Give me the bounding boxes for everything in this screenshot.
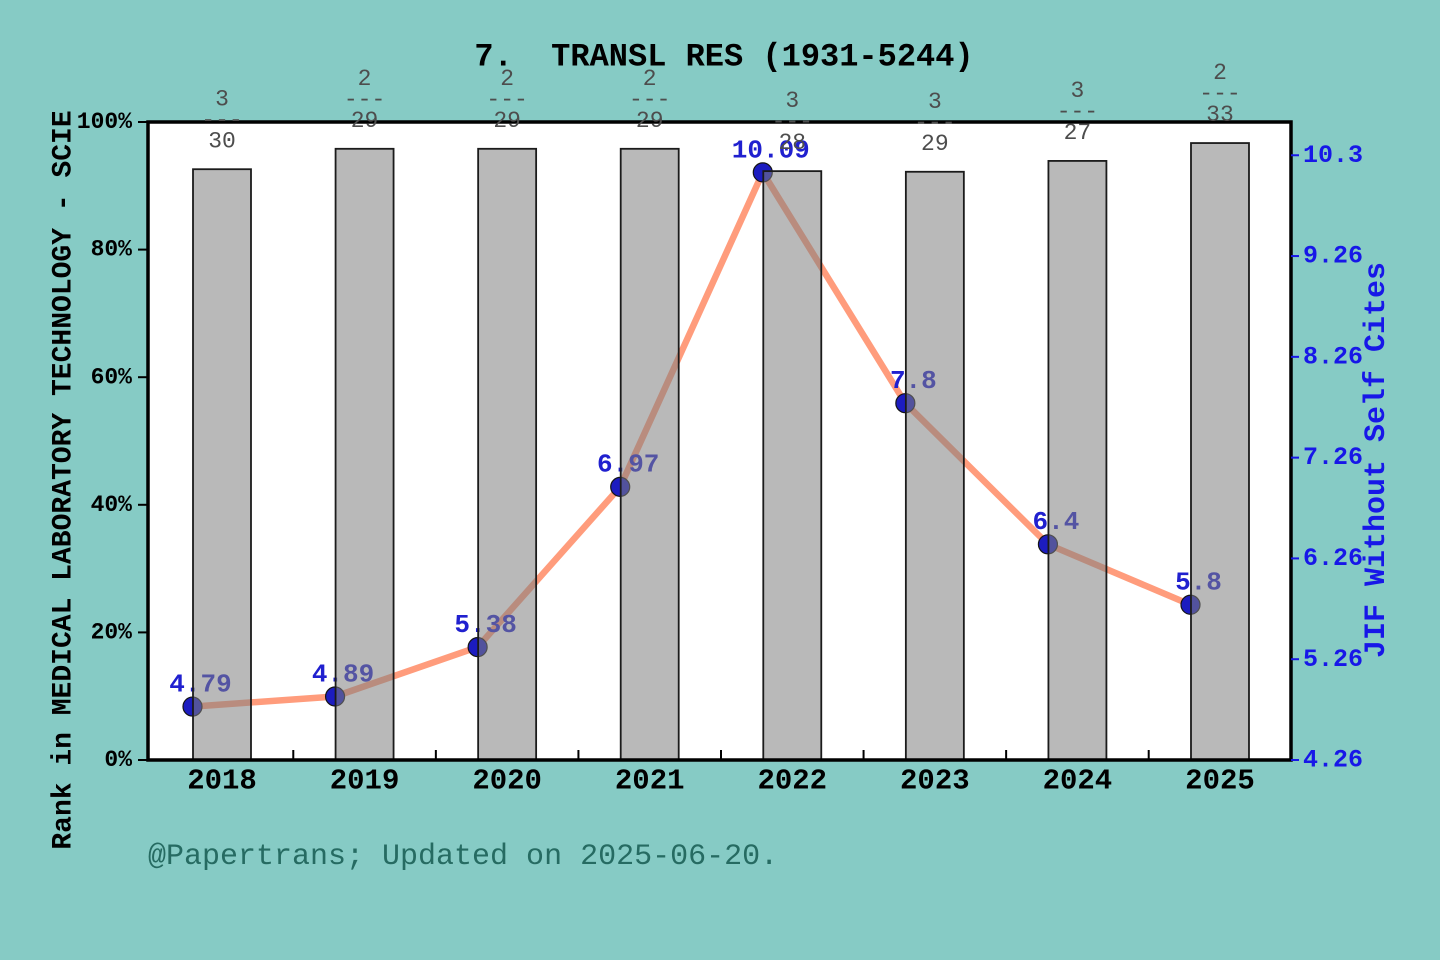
right-tick-label: 4.26 bbox=[1303, 746, 1363, 775]
left-tick-label: 40% bbox=[91, 492, 133, 518]
rank-fraction-denominator: 33 bbox=[1206, 102, 1234, 128]
rank-bar bbox=[192, 168, 252, 761]
year-label: 2023 bbox=[900, 765, 970, 798]
year-label: 2024 bbox=[1043, 765, 1113, 798]
rank-fraction-denominator: 29 bbox=[636, 108, 664, 134]
rank-fraction-numerator: 3 bbox=[928, 89, 942, 115]
rank-fraction-rule: --- bbox=[772, 109, 813, 135]
right-tick-label: 8.26 bbox=[1303, 342, 1363, 371]
right-tick-label: 6.26 bbox=[1303, 544, 1363, 573]
left-tick-label: 80% bbox=[91, 237, 133, 263]
right-tick-label: 9.26 bbox=[1303, 242, 1363, 271]
rank-fraction-denominator: 27 bbox=[1064, 120, 1092, 146]
rank-fraction-denominator: 29 bbox=[493, 108, 521, 134]
rank-fraction-denominator: 30 bbox=[208, 128, 236, 154]
rank-fraction-numerator: 3 bbox=[215, 86, 229, 112]
year-label: 2021 bbox=[615, 765, 685, 798]
rank-fraction-numerator: 2 bbox=[1213, 60, 1227, 86]
rank-bar bbox=[334, 147, 395, 761]
rank-bar bbox=[477, 147, 538, 761]
rank-fraction-denominator: 29 bbox=[351, 108, 379, 134]
rank-fraction-denominator: 28 bbox=[778, 130, 806, 156]
year-label: 2022 bbox=[757, 765, 827, 798]
rank-fraction-rule: --- bbox=[1057, 99, 1098, 125]
right-tick-label: 7.26 bbox=[1303, 443, 1363, 472]
rank-fraction-numerator: 2 bbox=[358, 66, 372, 92]
rank-fraction-rule: --- bbox=[629, 87, 670, 113]
left-tick-label: 60% bbox=[91, 364, 133, 390]
rank-bar bbox=[1190, 142, 1250, 761]
left-tick-label: 100% bbox=[77, 109, 132, 135]
rank-fraction-rule: --- bbox=[914, 110, 955, 136]
rank-fraction-numerator: 3 bbox=[785, 88, 799, 114]
rank-fraction-numerator: 2 bbox=[643, 66, 657, 92]
rank-fraction-rule: --- bbox=[1199, 81, 1240, 107]
right-tick-label: 10.3 bbox=[1303, 141, 1363, 170]
credit-text: @Papertrans; Updated on 2025-06-20. bbox=[148, 840, 779, 874]
rank-fraction-denominator: 29 bbox=[921, 131, 949, 157]
left-tick-label: 20% bbox=[91, 619, 133, 645]
plot-border bbox=[146, 120, 1293, 762]
rank-fraction-numerator: 2 bbox=[500, 66, 514, 92]
data-point-label: 10.09 bbox=[732, 135, 810, 165]
rank-fraction-rule: --- bbox=[344, 87, 385, 113]
year-label: 2018 bbox=[187, 765, 257, 798]
year-label: 2019 bbox=[330, 765, 400, 798]
rank-bar bbox=[619, 147, 680, 761]
rank-bar bbox=[904, 170, 965, 761]
rank-fraction-rule: --- bbox=[486, 87, 527, 113]
year-label: 2025 bbox=[1185, 765, 1255, 798]
chart-title: 7. TRANSL RES (1931-5244) bbox=[474, 38, 974, 76]
left-tick-label: 0% bbox=[104, 747, 132, 773]
rank-bar bbox=[1047, 160, 1108, 761]
year-label: 2020 bbox=[472, 765, 542, 798]
rank-fraction-rule: --- bbox=[201, 107, 242, 133]
rank-fraction-numerator: 3 bbox=[1071, 78, 1085, 104]
right-tick-label: 5.26 bbox=[1303, 645, 1363, 674]
rank-bar bbox=[762, 170, 823, 761]
